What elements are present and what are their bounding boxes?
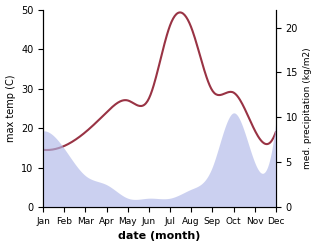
- X-axis label: date (month): date (month): [118, 231, 201, 242]
- Y-axis label: max temp (C): max temp (C): [5, 75, 16, 142]
- Y-axis label: med. precipitation (kg/m2): med. precipitation (kg/m2): [303, 48, 313, 169]
